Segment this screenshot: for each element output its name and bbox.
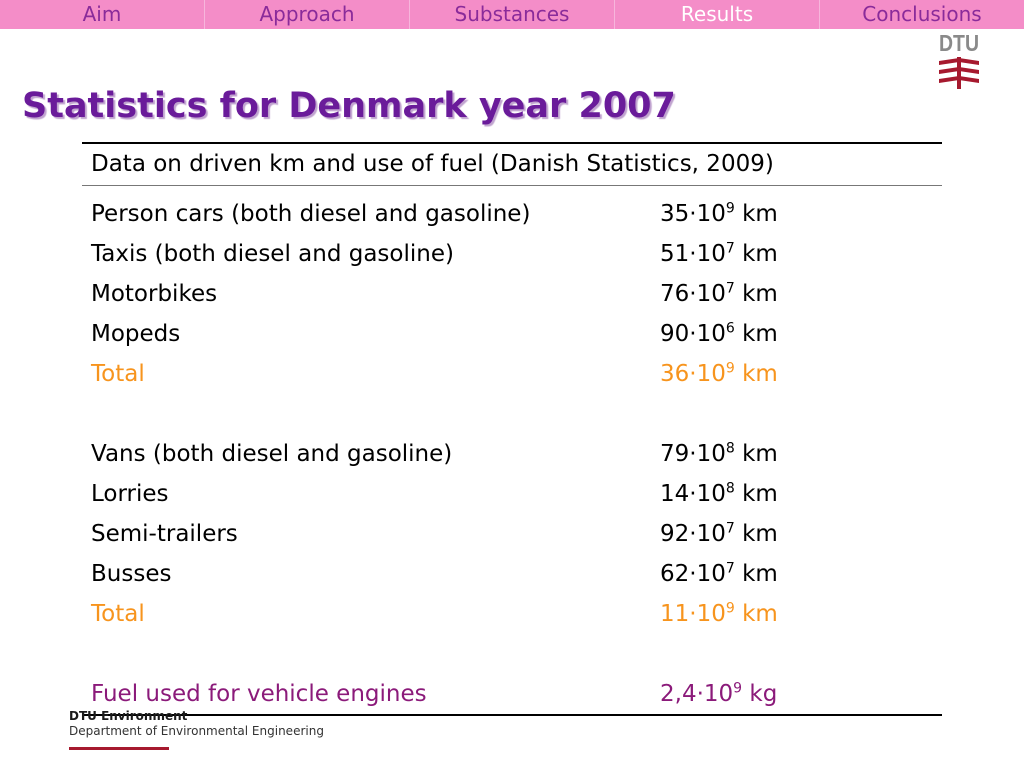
table-row-total-light: Total 36·109 km bbox=[82, 354, 942, 394]
table-row-busses: Busses 62·107 km bbox=[82, 554, 942, 594]
table-bottom-rule bbox=[82, 714, 942, 716]
row-label: Person cars (both diesel and gasoline) bbox=[91, 201, 531, 227]
dtu-logo-text: DTU bbox=[939, 31, 979, 56]
row-label: Total bbox=[91, 601, 145, 627]
table-row-semi-trailers: Semi-trailers 92·107 km bbox=[82, 514, 942, 554]
footer-accent-bar bbox=[69, 747, 169, 750]
row-label: Vans (both diesel and gasoline) bbox=[91, 441, 453, 467]
row-value: 36·109 km bbox=[660, 360, 778, 387]
table-caption-rule bbox=[82, 185, 942, 186]
table-rows: Person cars (both diesel and gasoline) 3… bbox=[82, 186, 942, 714]
row-label: Lorries bbox=[91, 481, 169, 507]
table-row-person-cars: Person cars (both diesel and gasoline) 3… bbox=[82, 194, 942, 234]
table-row-fuel: Fuel used for vehicle engines 2,4·109 kg bbox=[82, 674, 942, 714]
row-value: 35·109 km bbox=[660, 200, 778, 227]
table-spacer bbox=[82, 634, 942, 674]
table-row-total-heavy: Total 11·109 km bbox=[82, 594, 942, 634]
row-value: 62·107 km bbox=[660, 560, 778, 587]
row-label: Semi-trailers bbox=[91, 521, 238, 547]
nav-item-aim[interactable]: Aim bbox=[0, 0, 205, 29]
page-title: Statistics for Denmark year 2007 bbox=[22, 86, 676, 126]
footer-subtitle: Department of Environmental Engineering bbox=[69, 724, 324, 738]
table-row-motorbikes: Motorbikes 76·107 km bbox=[82, 274, 942, 314]
row-value: 51·107 km bbox=[660, 240, 778, 267]
nav-item-conclusions[interactable]: Conclusions bbox=[862, 2, 982, 26]
row-value: 79·108 km bbox=[660, 440, 778, 467]
row-label: Motorbikes bbox=[91, 281, 218, 307]
row-value: 76·107 km bbox=[660, 280, 778, 307]
row-value: 92·107 km bbox=[660, 520, 778, 547]
table-row-mopeds: Mopeds 90·106 km bbox=[82, 314, 942, 354]
dtu-logo: DTU bbox=[935, 30, 985, 93]
row-value: 90·106 km bbox=[660, 320, 778, 347]
row-value: 11·109 km bbox=[660, 600, 778, 627]
table-row-lorries: Lorries 14·108 km bbox=[82, 474, 942, 514]
row-label: Mopeds bbox=[91, 321, 181, 347]
table-caption: Data on driven km and use of fuel (Danis… bbox=[91, 151, 774, 177]
top-nav: Aim Approach Substances Results Conclusi… bbox=[0, 0, 1024, 29]
row-label: Taxis (both diesel and gasoline) bbox=[91, 241, 454, 267]
row-value: 2,4·109 kg bbox=[660, 680, 778, 707]
row-label: Busses bbox=[91, 561, 172, 587]
nav-item-results[interactable]: Results bbox=[615, 0, 820, 29]
table-row-vans: Vans (both diesel and gasoline) 79·108 k… bbox=[82, 434, 942, 474]
table-spacer bbox=[82, 394, 942, 434]
nav-item-approach[interactable]: Approach bbox=[205, 0, 410, 29]
footer: DTU Environment Department of Environmen… bbox=[69, 709, 324, 739]
table-row-taxis: Taxis (both diesel and gasoline) 51·107 … bbox=[82, 234, 942, 274]
row-value: 14·108 km bbox=[660, 480, 778, 507]
statistics-table: Data on driven km and use of fuel (Danis… bbox=[82, 142, 942, 716]
footer-dept: DTU Environment bbox=[69, 709, 188, 723]
nav-item-substances[interactable]: Substances bbox=[410, 0, 615, 29]
row-label: Fuel used for vehicle engines bbox=[91, 681, 427, 707]
table-top-rule bbox=[82, 142, 942, 144]
row-label: Total bbox=[91, 361, 145, 387]
